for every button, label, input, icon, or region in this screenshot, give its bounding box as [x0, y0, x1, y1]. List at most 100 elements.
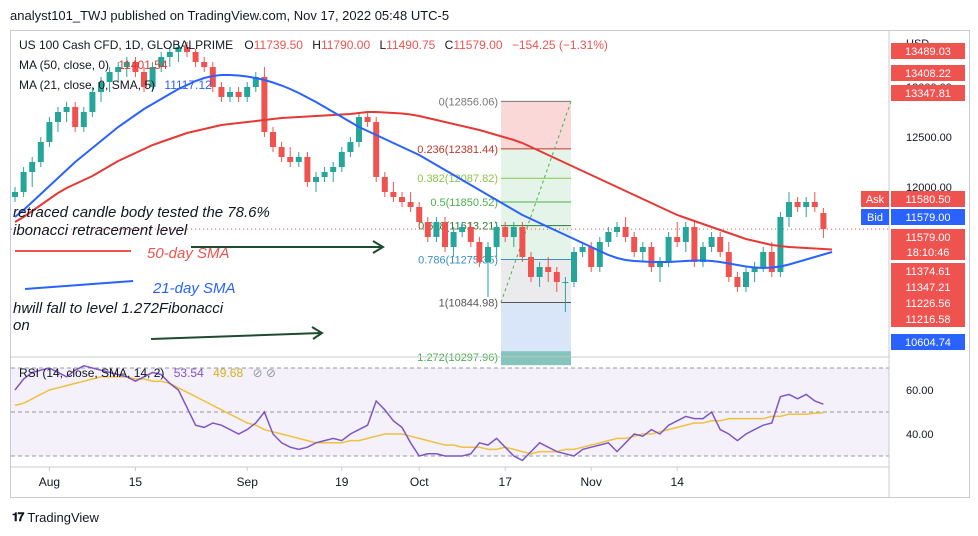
- candle-body: [63, 107, 70, 112]
- candle-body: [201, 62, 208, 67]
- candle-body: [304, 157, 311, 182]
- candle-body: [149, 67, 156, 87]
- price-tag: [891, 65, 965, 81]
- candle-body: [72, 107, 79, 127]
- published-header: analyst101_TWJ published on TradingView.…: [10, 8, 450, 23]
- tradingview-logo-icon: 𝟏𝟕: [12, 510, 24, 524]
- y-tick-label: 12500.00: [906, 132, 952, 144]
- arrow-icon: [191, 240, 385, 254]
- symbol-label: US 100 Cash CFD, 1D, GLOBALPRIME: [19, 38, 233, 52]
- candle-body: [252, 77, 259, 87]
- chart-frame: 0(12856.06) 0.236(12381.44) 0.382(12087.82…: [10, 30, 970, 498]
- candle-body: [588, 247, 595, 267]
- price-tag-label: 13489.03: [905, 46, 951, 58]
- candle-body: [192, 52, 199, 62]
- annotation-line3: hwill fall to level 1.272Fibonacci: [13, 300, 224, 317]
- price-tag: [891, 334, 965, 350]
- price-tag-label: 11226.56: [905, 298, 950, 310]
- fib-level-label: 0(12856.06): [439, 96, 498, 108]
- rsi-legend: RSI (14, close, SMA, 14, 2) 53.54 49.68 …: [19, 366, 276, 380]
- rsi-line: [14, 365, 824, 462]
- x-tick-label: 17: [499, 475, 513, 489]
- arrow-icon: [150, 326, 324, 340]
- fib-level-label: 1.272(10297.96): [417, 352, 498, 364]
- candle-body: [502, 227, 509, 237]
- candle-body: [287, 157, 294, 162]
- annotation-sma50: 50-day SMA: [147, 245, 230, 262]
- candle-body: [166, 52, 173, 57]
- fib-level-label: 0.382(12087.82): [417, 173, 498, 185]
- x-tick-label: Nov: [581, 475, 602, 489]
- candle-body: [682, 227, 689, 242]
- price-tag: [891, 209, 965, 225]
- candle-body: [760, 252, 767, 267]
- price-tag: [891, 279, 965, 295]
- candle-body: [528, 257, 534, 277]
- rsi-tick-label: 60.00: [906, 385, 934, 397]
- price-tag: [891, 85, 965, 101]
- candle-body: [227, 92, 233, 97]
- candle-body: [106, 72, 113, 82]
- fib-level-label: 1(10844.98): [439, 298, 498, 310]
- candle-body: [717, 237, 724, 252]
- candle-body: [450, 232, 457, 247]
- quote-tag: [861, 191, 889, 207]
- price-chart-svg[interactable]: 0(12856.06) 0.236(12381.44) 0.382(12087.82…: [11, 31, 969, 497]
- candle-body: [631, 237, 638, 252]
- candle-body: [244, 87, 251, 97]
- candle-body: [123, 62, 130, 67]
- price-tag-label: 13347.81: [905, 88, 951, 100]
- candle-body: [347, 142, 354, 152]
- candle-body: [596, 242, 603, 267]
- candle-body: [485, 247, 491, 262]
- svg-text:US 100 Cash CFD, 1D, GLOBALPRI: US 100 Cash CFD, 1D, GLOBALPRIME O11739.…: [19, 38, 608, 52]
- ma21-label: MA (21, close, 0, SMA, 5): [19, 78, 155, 92]
- rsi-value: 53.54: [174, 366, 204, 380]
- candle-body: [743, 272, 749, 287]
- candle-body: [545, 267, 552, 272]
- fib-level-label: 0.236(12381.44): [417, 144, 498, 156]
- ma50-line: [14, 111, 833, 251]
- x-tick-label: Sep: [237, 475, 259, 489]
- x-tick-label: Oct: [410, 475, 429, 489]
- fib-zone: [501, 351, 571, 366]
- fib-level-label: 0.5(11850.52): [430, 197, 498, 209]
- candle-body: [416, 207, 423, 222]
- candle-body: [751, 267, 758, 272]
- candle-body: [811, 202, 818, 207]
- candle-body: [639, 247, 646, 252]
- candle-body: [313, 177, 319, 182]
- candle-body: [390, 192, 397, 197]
- fib-zone: [501, 302, 571, 358]
- candle-body: [364, 117, 371, 122]
- quote-tag: [861, 209, 889, 225]
- price-tag-label: 18:10:46: [907, 247, 950, 259]
- candle-body: [321, 172, 328, 177]
- price-tag-label: 11580.50: [905, 194, 950, 206]
- annotation-line1: retraced candle body tested the 78.6%: [13, 204, 270, 221]
- price-tag-label: 11374.61: [905, 266, 950, 278]
- candle-body: [12, 192, 18, 197]
- candle-body: [768, 252, 775, 272]
- candle-body: [700, 247, 706, 262]
- candle-body: [777, 217, 784, 272]
- candle-body: [648, 247, 655, 267]
- candle-body: [115, 67, 122, 72]
- price-tag: [891, 229, 965, 245]
- candle-body: [571, 252, 577, 282]
- candle-body: [734, 277, 741, 287]
- candle-body: [278, 147, 285, 157]
- candle-body: [536, 267, 543, 277]
- quote-tag-label: Bid: [867, 212, 883, 224]
- rsi-sma-value: 49.68: [213, 366, 243, 380]
- candle-body: [141, 72, 147, 87]
- candle-body: [579, 247, 586, 252]
- candle-body: [330, 167, 337, 172]
- candle-body: [605, 232, 612, 242]
- candle-body: [820, 213, 827, 230]
- candle-body: [158, 57, 165, 67]
- candle-body: [20, 172, 27, 192]
- fib-zone: [501, 101, 571, 149]
- price-tag: [891, 311, 965, 327]
- annotation-line2: ibonacci retracement level: [13, 222, 188, 239]
